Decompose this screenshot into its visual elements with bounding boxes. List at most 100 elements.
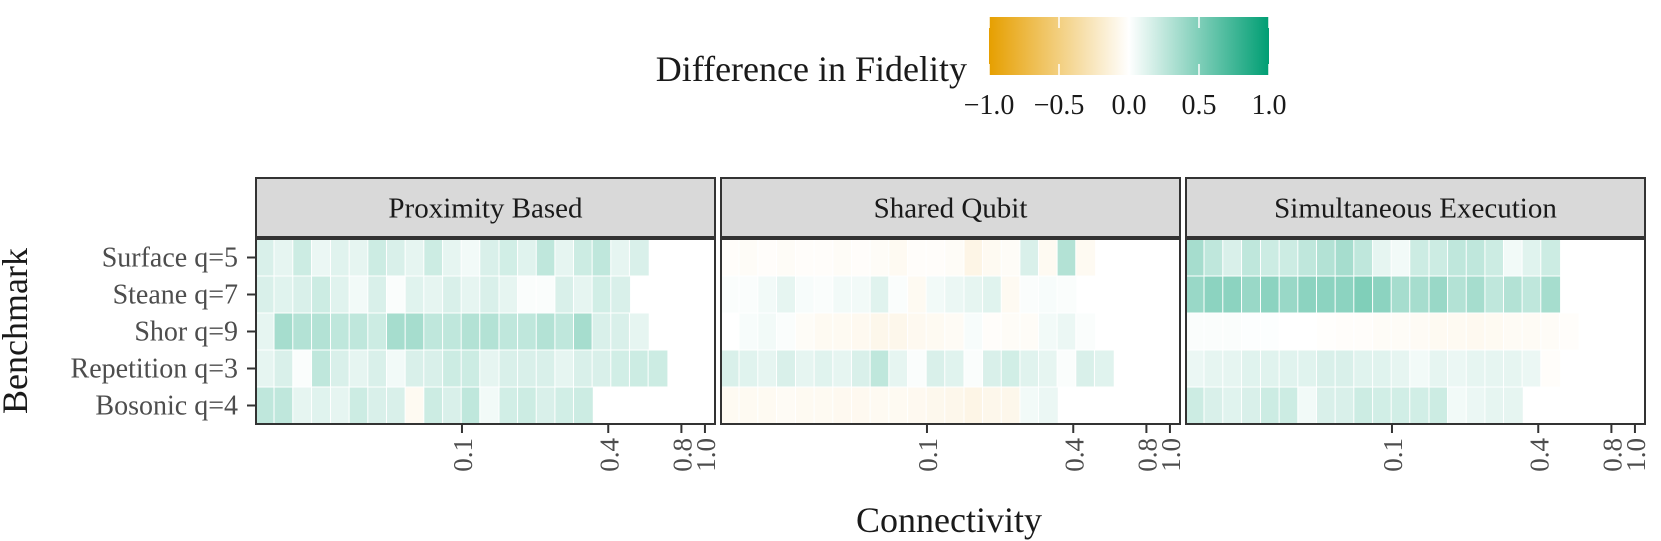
heatmap-cell [367,238,389,277]
facet-panel: Shared Qubit 0.1 0.4 0.81.0 [719,177,1186,472]
y-tick-label: Shor q=9 [134,317,238,348]
heatmap-cell [944,386,966,425]
heatmap-cell [813,386,835,425]
heatmap-cell [944,238,966,277]
heatmap-cell [647,349,669,388]
x-tick-label: 0.1 [913,438,943,472]
facet-panel: Proximity Based 0.1 0.4 0.81.0 [254,177,721,472]
heatmap-cell [442,386,463,425]
heatmap-cell [1428,386,1450,425]
heatmap-cell [1353,238,1375,277]
heatmap-cell [1334,275,1356,314]
y-tick-label: Repetition q=3 [71,354,238,385]
heatmap-cell [757,312,779,351]
heatmap-cell [292,312,314,351]
heatmap-cell [1037,349,1059,388]
heatmap-cell [1484,312,1506,351]
heatmap-cell [292,238,314,277]
heatmap-cell [850,275,872,314]
heatmap-cell [1297,238,1319,277]
heatmap-cell [610,238,632,277]
heatmap-cell [1353,386,1375,425]
heatmap-cell [982,386,1003,425]
heatmap-cell [460,275,482,314]
y-tick-label: Surface q=5 [102,243,238,274]
panel-border [720,238,1181,425]
x-tick-label: 0.8 [667,438,697,472]
heatmap-cell [1241,312,1262,351]
y-axis-labels: Surface q=5 Steane q=7 Shor q=9 Repetition … [71,243,256,422]
heatmap-cell [850,386,872,425]
heatmap-cell [1353,349,1375,388]
facet-strip [720,177,1181,238]
heatmap-cell [813,349,835,388]
y-tick-label: Bosonic q=4 [95,391,238,422]
heatmap-cell [1241,275,1262,314]
heatmap-cell [292,349,314,388]
heatmap-cell [907,386,928,425]
heatmap-cell [1297,312,1319,351]
heatmap-cell [795,275,816,314]
x-tick-label: 0.4 [1059,438,1089,472]
facet-panel: Simultaneous Execution 0.1 0.4 0.81.0 [1184,177,1651,472]
heatmap-cell [254,386,276,425]
heatmap-cell [1428,275,1450,314]
heatmap-cell [1521,275,1543,314]
heatmap-cell [460,238,482,277]
heatmap-cell [1390,238,1412,277]
heatmap-cell [813,312,835,351]
heatmap-cell [498,349,520,388]
heatmap-cell [1409,312,1431,351]
heatmap-cell [498,238,520,277]
panel-border [1185,238,1646,425]
heatmap-cell [1428,238,1450,277]
heatmap-cell [348,238,370,277]
heatmap-cell [1000,386,1022,425]
heatmap-cell [1019,386,1041,425]
heatmap-cell [738,238,760,277]
heatmap-cell [498,312,520,351]
heatmap-cell [348,312,370,351]
heatmap-cell [738,386,760,425]
heatmap-cell [869,312,891,351]
colorbar-ticks: −1.0 −0.5 0.0 0.5 1.0 [964,17,1287,121]
heatmap-cell [1203,386,1225,425]
colorbar-tick-label: −1.0 [964,90,1015,121]
x-tick-label: 0.4 [1524,438,1554,472]
heatmap-cell [423,275,445,314]
heatmap-cell [944,275,966,314]
heatmap-cell [1093,349,1115,388]
heatmap-cell [479,386,501,425]
heatmap-cell [832,312,854,351]
heatmap-cell [254,312,276,351]
heatmap-cell [460,349,482,388]
heatmap-cell [1278,349,1300,388]
x-tick-label: 1.0 [1156,438,1186,472]
heatmap-cell [591,238,613,277]
heatmap-cell [254,275,276,314]
heatmap-cell [572,238,594,277]
colorbar-tick-label: 1.0 [1252,90,1287,121]
heatmap-cell [963,275,985,314]
heatmap-cell [813,238,835,277]
heatmap-cell [888,312,910,351]
heatmap-cell [1056,312,1078,351]
heatmap-cell [404,386,426,425]
heatmap-cell [498,275,520,314]
heatmap-cell [1353,275,1375,314]
heatmap-cell [1334,386,1356,425]
heatmap-cell [850,238,872,277]
heatmap-cell [1409,238,1431,277]
heatmap-cell [795,349,816,388]
heatmap-cell [1260,349,1281,388]
heatmap-cell [517,238,538,277]
heatmap-cell [1260,312,1281,351]
heatmap-cell [442,275,463,314]
heatmap-cell [1484,349,1506,388]
x-tick-label: 0.1 [1378,438,1408,472]
heatmap-cell [1484,275,1506,314]
heatmap-cell [554,275,576,314]
heatmap-cell [367,386,389,425]
heatmap-cell [1037,386,1059,425]
heatmap-cell [1184,386,1206,425]
